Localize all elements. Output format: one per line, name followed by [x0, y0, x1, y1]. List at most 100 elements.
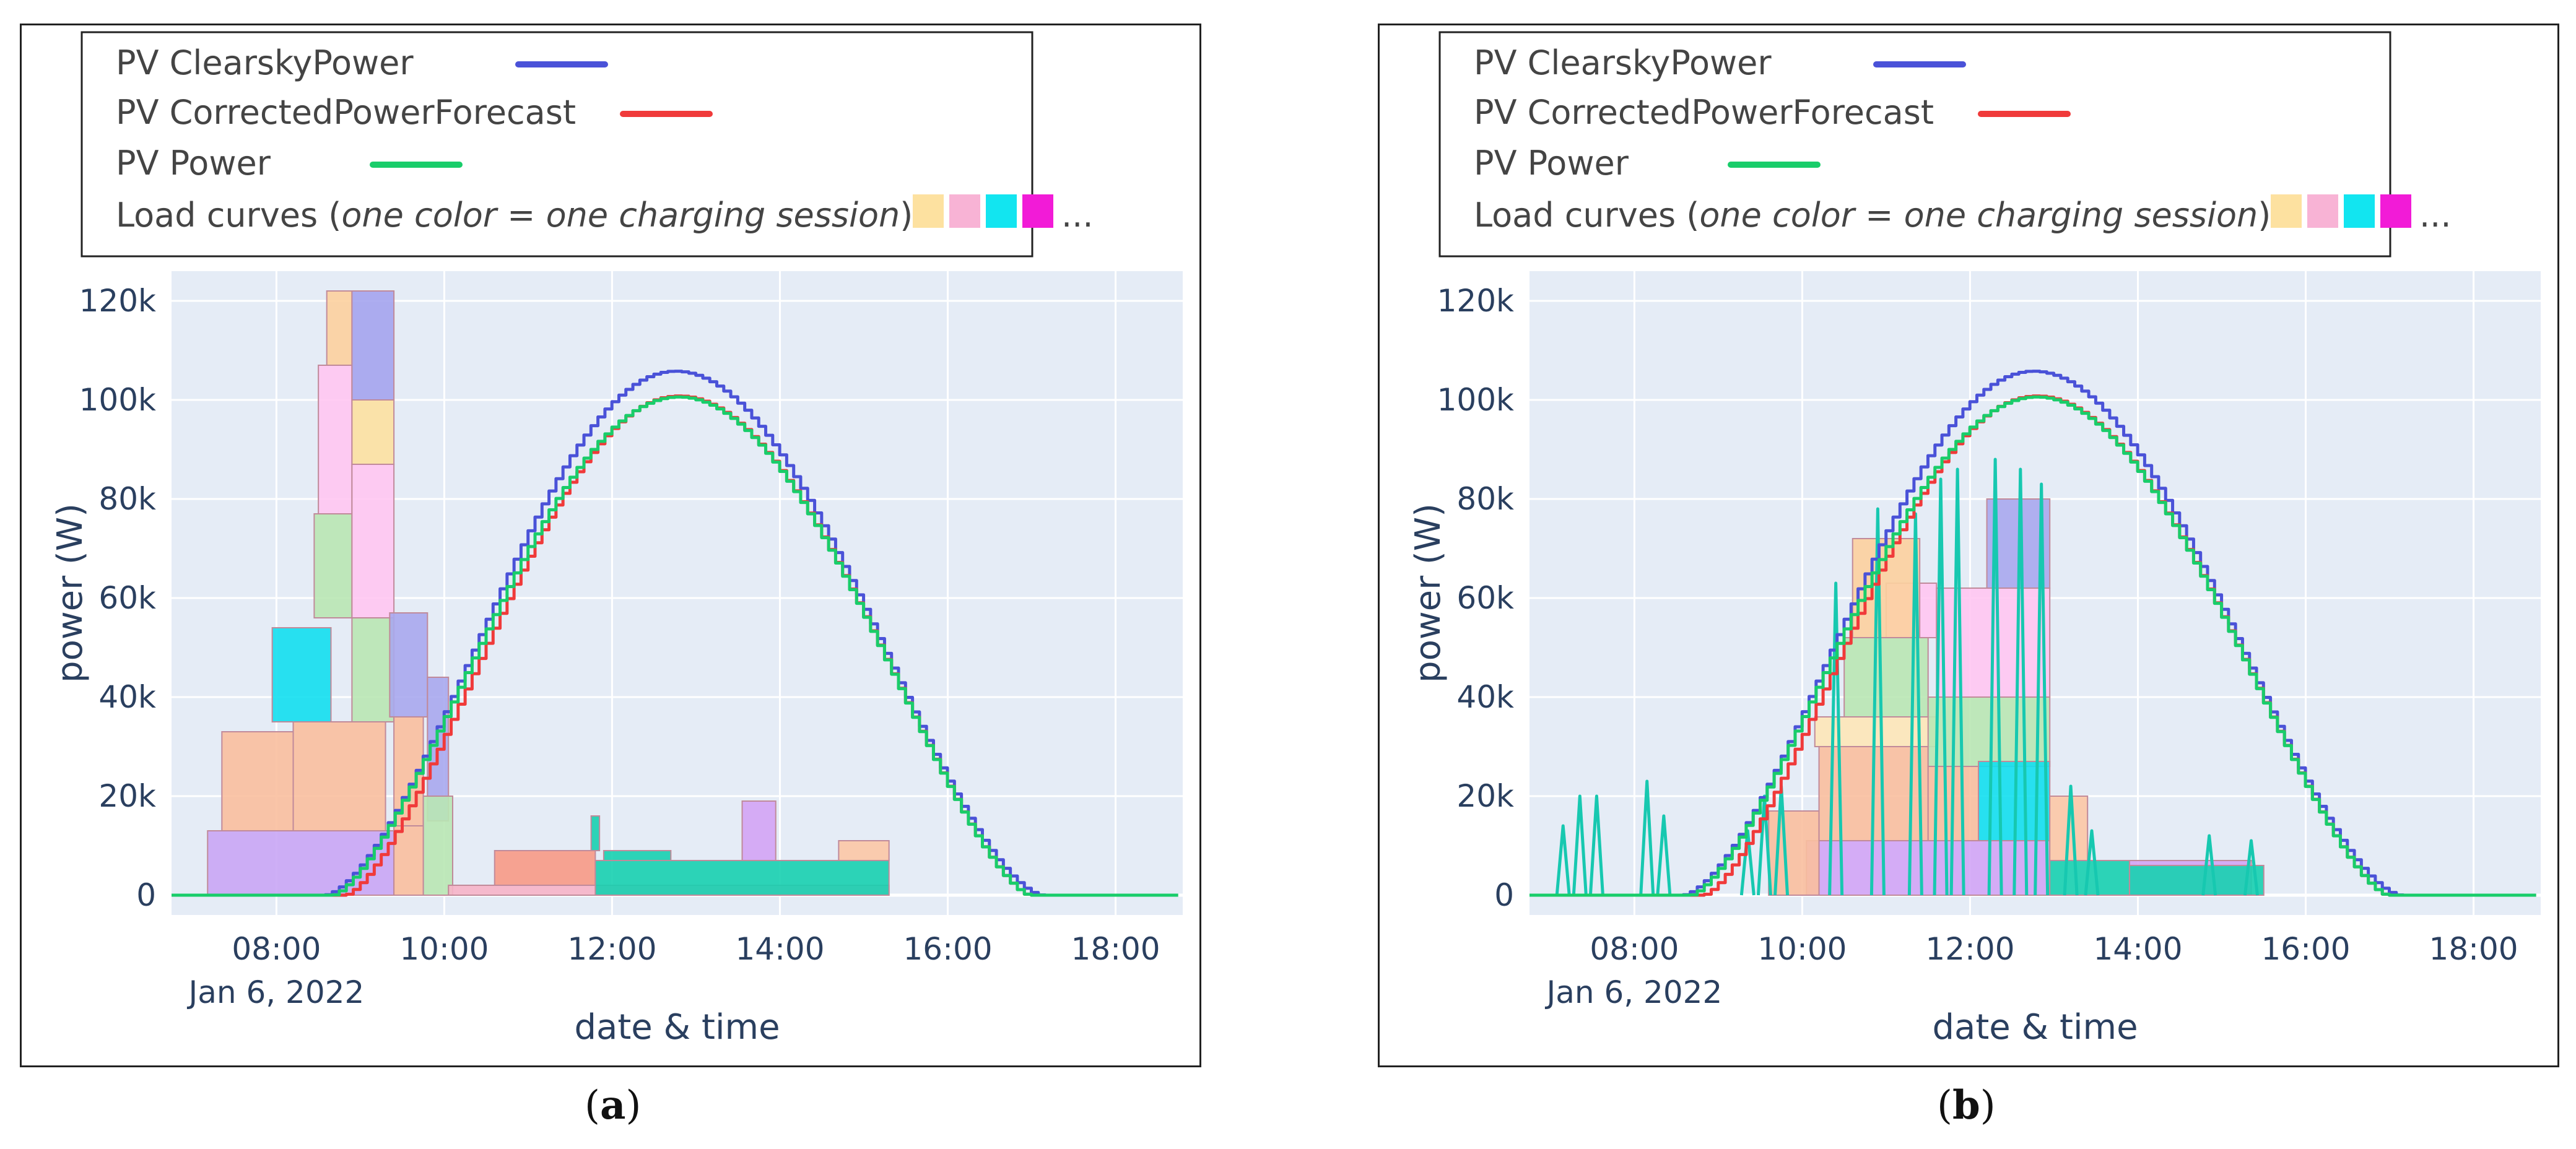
- x-tick-label: 18:00: [1071, 931, 1160, 967]
- load-band-7: [1927, 696, 2051, 767]
- panel-label-a: (a): [585, 1082, 642, 1129]
- load-band-18: [494, 850, 596, 886]
- x-tick-label: 14:00: [735, 931, 824, 967]
- load-band-5: [313, 513, 353, 618]
- legend-text-suffix: ): [2258, 196, 2271, 235]
- x-tick-label: 18:00: [2429, 931, 2518, 967]
- x-tick-label: 12:00: [1925, 931, 2014, 967]
- x-date-label: Jan 6, 2022: [186, 974, 364, 1010]
- legend-swatch-1: [913, 194, 944, 228]
- load-spike-19: [2201, 834, 2217, 896]
- load-spike-14: [1987, 457, 2003, 896]
- load-spike-10: [1869, 507, 1886, 896]
- y-tick-label: 120k: [79, 283, 156, 319]
- legend-label-2: PV CorrectedPowerForecast: [116, 93, 576, 132]
- x-tick-label: 14:00: [2093, 931, 2182, 967]
- legend-ellipsis: ...: [2419, 196, 2452, 235]
- legend-swatch-4: [1022, 194, 1053, 228]
- load-spike-16: [2034, 482, 2050, 896]
- y-tick-label: 40k: [98, 679, 156, 715]
- legend-text-italic: one color = one charging session: [1699, 196, 2258, 235]
- legend-label-3: PV Power: [116, 144, 271, 183]
- load-band-11: [351, 290, 395, 401]
- y-axis-title: power (W): [50, 503, 90, 683]
- load-band-3: [292, 721, 386, 831]
- x-tick-label: 16:00: [903, 931, 993, 967]
- series-line-3: [1530, 395, 2536, 897]
- legend-text-prefix: Load curves (: [116, 196, 341, 235]
- x-tick-label: 12:00: [567, 931, 656, 967]
- legend-swatch-3: [2344, 194, 2375, 228]
- load-band-6: [318, 365, 353, 514]
- load-spike-13: [1949, 467, 1965, 896]
- y-axis-title: power (W): [1408, 503, 1448, 683]
- load-band-10: [351, 399, 395, 465]
- load-band-12: [389, 612, 429, 718]
- load-band-7: [326, 290, 353, 366]
- load-band-2: [221, 731, 294, 831]
- load-spike-4: [1639, 779, 1655, 896]
- load-spike-5: [1656, 814, 1672, 896]
- legend-swatch-3: [986, 194, 1017, 228]
- load-spike-12: [1933, 477, 1949, 896]
- load-band-4: [271, 627, 332, 722]
- load-band-15: [422, 796, 453, 896]
- series-line-3: [172, 395, 1178, 897]
- legend-box: [80, 31, 1033, 258]
- load-band-16: [393, 825, 424, 896]
- legend-label-1: PV ClearskyPower: [116, 43, 414, 82]
- load-spike-17: [2063, 784, 2079, 896]
- x-tick-label: 08:00: [1590, 931, 1679, 967]
- legend-text-suffix: ): [900, 196, 913, 235]
- legend-text-prefix: Load curves (: [1474, 196, 1699, 235]
- legend-swatch-2: [949, 194, 980, 228]
- y-tick-label: 100k: [79, 382, 156, 418]
- y-tick-label: 100k: [1437, 382, 1514, 418]
- legend-text-italic: one color = one charging session: [341, 196, 900, 235]
- y-tick-label: 60k: [98, 580, 156, 616]
- y-tick-label: 40k: [1456, 679, 1514, 715]
- load-spike-11: [1907, 512, 1923, 896]
- load-spike-18: [2084, 829, 2100, 896]
- legend-label-load-curves: Load curves (one color = one charging se…: [1474, 196, 2271, 235]
- load-band-1: [1806, 840, 2051, 896]
- chart-a: PV ClearskyPower PV CorrectedPowerForecas…: [50, 31, 1183, 1047]
- x-tick-label: 10:00: [1757, 931, 1847, 967]
- legend-swatch-1: [2271, 194, 2302, 228]
- legend-ellipsis: ...: [1061, 196, 1094, 235]
- y-tick-label: 60k: [1456, 580, 1514, 616]
- y-tick-label: 120k: [1437, 283, 1514, 319]
- load-band-8: [351, 617, 395, 722]
- load-spike-20: [2243, 839, 2259, 896]
- legend-label-1: PV ClearskyPower: [1474, 43, 1772, 82]
- x-tick-label: 16:00: [2261, 931, 2351, 967]
- y-tick-label: 20k: [1456, 778, 1514, 814]
- load-spike-2: [1572, 794, 1588, 896]
- y-tick-label: 80k: [1456, 481, 1514, 517]
- legend-label-3: PV Power: [1474, 144, 1629, 183]
- y-tick-label: 0: [1494, 877, 1514, 913]
- load-band-22: [741, 800, 777, 861]
- legend-swatch-2: [2307, 194, 2338, 228]
- load-band-21: [590, 815, 601, 851]
- x-axis-title: date & time: [574, 1007, 780, 1047]
- legend-box: [1438, 31, 2391, 258]
- load-band-20: [603, 850, 672, 861]
- load-band-23: [838, 840, 890, 861]
- x-date-label: Jan 6, 2022: [1544, 974, 1722, 1010]
- y-tick-label: 80k: [98, 481, 156, 517]
- legend-swatch-4: [2380, 194, 2411, 228]
- load-spike-15: [2012, 467, 2029, 896]
- chart-b: PV ClearskyPower PV CorrectedPowerForecas…: [1408, 31, 2541, 1047]
- load-spike-3: [1588, 794, 1604, 896]
- load-spike-9: [1828, 581, 1844, 896]
- x-tick-label: 08:00: [232, 931, 321, 967]
- y-tick-label: 20k: [98, 778, 156, 814]
- load-band-19: [594, 860, 890, 896]
- x-axis-title: date & time: [1932, 1007, 2138, 1047]
- load-band-9: [351, 464, 395, 618]
- x-tick-label: 10:00: [399, 931, 489, 967]
- load-band-6: [1843, 637, 1929, 718]
- load-band-16: [2128, 865, 2265, 896]
- legend-label-2: PV CorrectedPowerForecast: [1474, 93, 1934, 132]
